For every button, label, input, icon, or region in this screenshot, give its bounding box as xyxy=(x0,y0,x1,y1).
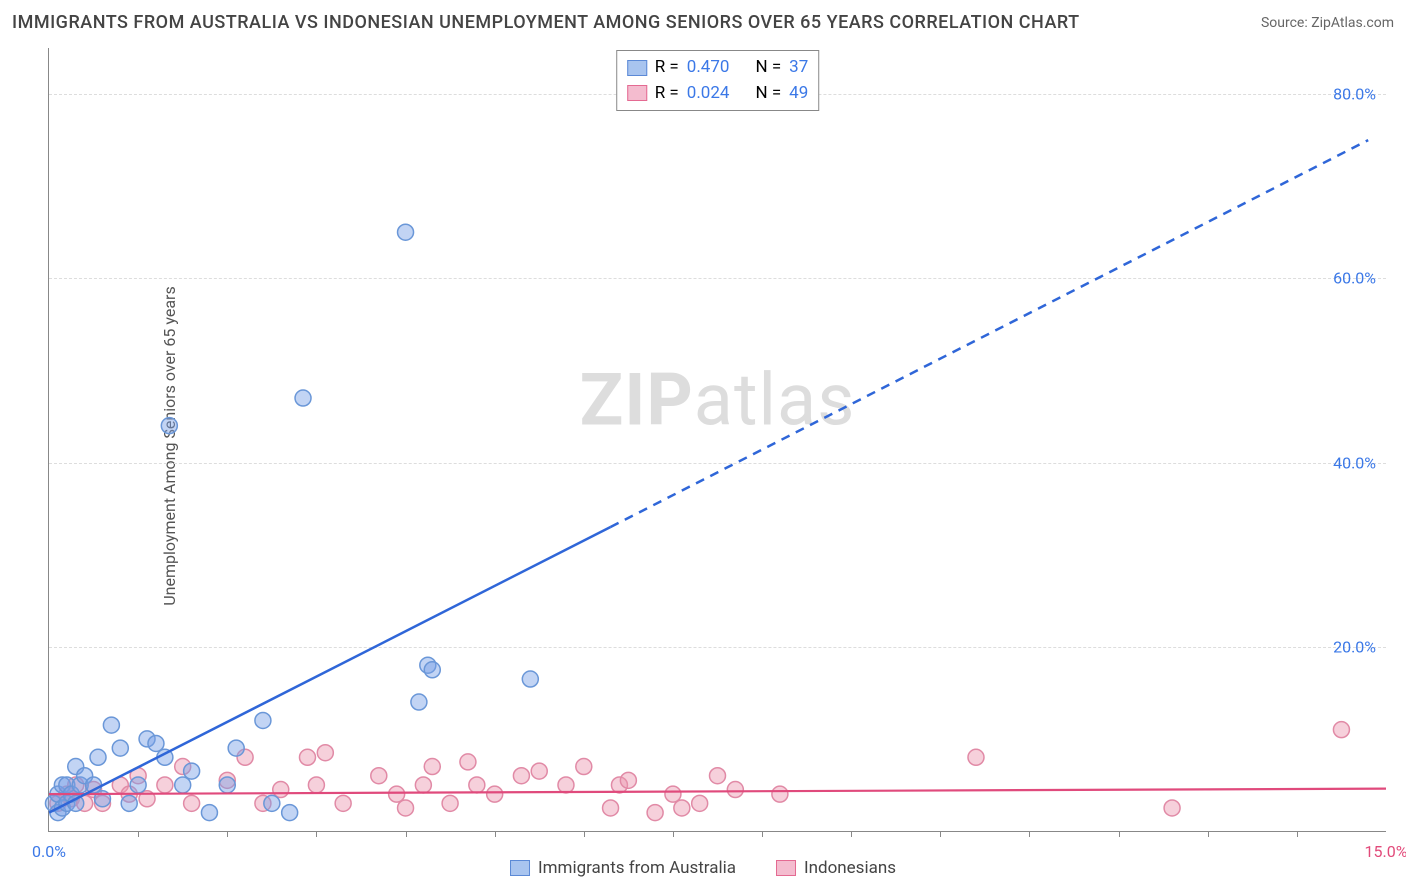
data-point xyxy=(317,745,333,761)
data-point xyxy=(665,786,681,802)
data-point xyxy=(513,768,529,784)
data-point xyxy=(299,749,315,765)
data-point xyxy=(424,662,440,678)
legend-row-series-2: R = 0.024 N = 49 xyxy=(627,81,809,107)
data-point xyxy=(460,754,476,770)
data-point xyxy=(335,795,351,811)
x-tick xyxy=(406,831,407,837)
legend-r-label-2: R = xyxy=(655,81,679,107)
legend-n-label-2: N = xyxy=(755,81,781,107)
x-tick xyxy=(851,831,852,837)
data-point xyxy=(415,777,431,793)
data-point xyxy=(264,795,280,811)
x-tick xyxy=(316,831,317,837)
trend-line xyxy=(611,140,1369,527)
data-point xyxy=(469,777,485,793)
data-point xyxy=(148,735,164,751)
data-point xyxy=(647,805,663,821)
data-point xyxy=(772,786,788,802)
data-point xyxy=(255,712,271,728)
data-point xyxy=(398,800,414,816)
legend-bottom-label-2: Indonesians xyxy=(804,858,896,878)
data-point xyxy=(371,768,387,784)
data-point xyxy=(201,805,217,821)
x-tick xyxy=(1119,831,1120,837)
chart-title: IMMIGRANTS FROM AUSTRALIA VS INDONESIAN … xyxy=(12,12,1080,33)
data-point xyxy=(727,782,743,798)
correlation-legend: R = 0.470 N = 37 R = 0.024 N = 49 xyxy=(616,50,820,111)
data-point xyxy=(90,749,106,765)
source-name: ZipAtlas.com xyxy=(1311,15,1394,31)
legend-row-series-1: R = 0.470 N = 37 xyxy=(627,55,809,81)
data-point xyxy=(219,777,235,793)
legend-n-value-2: 49 xyxy=(789,81,808,107)
x-tick xyxy=(1029,831,1030,837)
series-legend: Immigrants from Australia Indonesians xyxy=(510,858,896,878)
data-point xyxy=(228,740,244,756)
legend-item-series-1: Immigrants from Australia xyxy=(510,858,736,878)
data-point xyxy=(968,749,984,765)
source-label: Source: xyxy=(1261,15,1308,31)
x-axis-max-label: 15.0% xyxy=(1365,842,1406,861)
data-point xyxy=(103,717,119,733)
data-point xyxy=(620,772,636,788)
chart-plot-area: R = 0.470 N = 37 R = 0.024 N = 49 ZIPatl… xyxy=(48,48,1386,832)
x-tick xyxy=(673,831,674,837)
data-point xyxy=(442,795,458,811)
data-point xyxy=(184,795,200,811)
data-point xyxy=(273,782,289,798)
x-tick xyxy=(762,831,763,837)
data-point xyxy=(295,390,311,406)
data-point xyxy=(576,759,592,775)
legend-n-value-1: 37 xyxy=(789,55,808,81)
x-tick xyxy=(138,831,139,837)
x-tick xyxy=(1208,831,1209,837)
data-point xyxy=(389,786,405,802)
data-point xyxy=(398,224,414,240)
data-point xyxy=(112,740,128,756)
data-point xyxy=(130,777,146,793)
legend-bottom-label-1: Immigrants from Australia xyxy=(538,858,736,878)
data-point xyxy=(558,777,574,793)
data-point xyxy=(157,777,173,793)
data-point xyxy=(710,768,726,784)
data-point xyxy=(522,671,538,687)
legend-n-label-1: N = xyxy=(755,55,781,81)
data-point xyxy=(308,777,324,793)
data-point xyxy=(424,759,440,775)
data-point xyxy=(282,805,298,821)
data-point xyxy=(487,786,503,802)
data-point xyxy=(1333,722,1349,738)
data-point xyxy=(674,800,690,816)
legend-r-value-1: 0.470 xyxy=(687,55,730,81)
x-tick xyxy=(940,831,941,837)
scatter-plot-svg xyxy=(49,48,1386,831)
data-point xyxy=(692,795,708,811)
trend-line xyxy=(49,789,1386,795)
data-point xyxy=(531,763,547,779)
legend-swatch-series-1 xyxy=(627,60,647,76)
x-tick xyxy=(1297,831,1298,837)
x-axis-min-label: 0.0% xyxy=(32,842,66,861)
legend-r-value-2: 0.024 xyxy=(687,81,730,107)
data-point xyxy=(184,763,200,779)
legend-bottom-swatch-2 xyxy=(776,860,796,876)
source-attribution: Source: ZipAtlas.com xyxy=(1261,15,1394,31)
data-point xyxy=(161,418,177,434)
data-point xyxy=(1164,800,1180,816)
data-point xyxy=(411,694,427,710)
legend-r-label-1: R = xyxy=(655,55,679,81)
legend-bottom-swatch-1 xyxy=(510,860,530,876)
x-tick xyxy=(495,831,496,837)
data-point xyxy=(121,795,137,811)
data-point xyxy=(603,800,619,816)
x-tick xyxy=(584,831,585,837)
x-tick xyxy=(227,831,228,837)
data-point xyxy=(175,777,191,793)
legend-swatch-series-2 xyxy=(627,85,647,101)
legend-item-series-2: Indonesians xyxy=(776,858,896,878)
